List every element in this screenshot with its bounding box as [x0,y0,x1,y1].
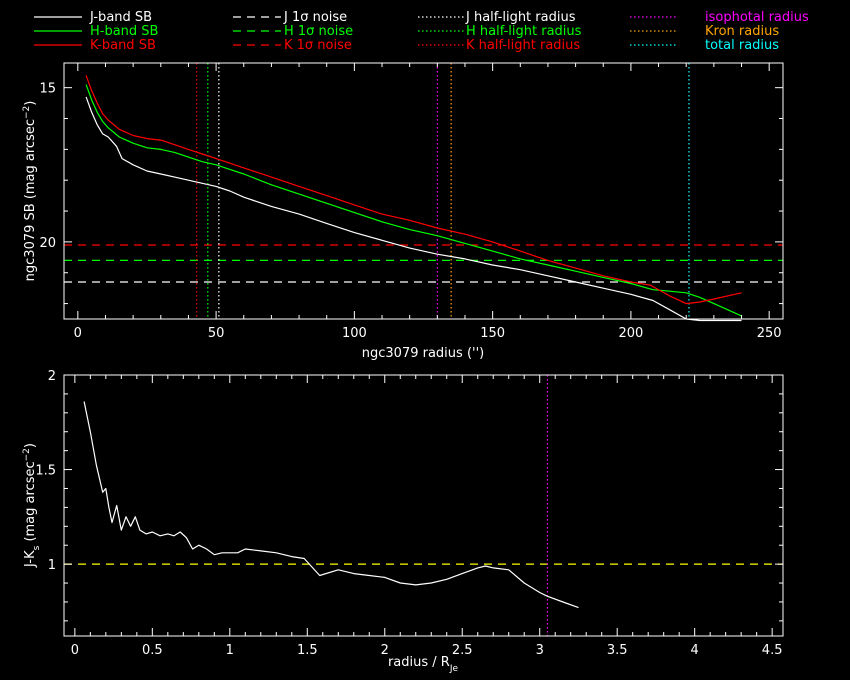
legend-label: J half-light radius [465,10,576,25]
series-lines [83,401,579,609]
x-tick-label: 100 [342,326,367,341]
series-line [85,75,742,305]
x-tick-label: 3 [536,643,544,658]
y-tick-label: 1 [48,558,56,573]
series-line [85,84,742,317]
x-tick-label: 3.5 [607,643,628,658]
plot-frame [63,62,784,320]
legend-label: K 1σ noise [284,38,352,53]
legend-label: H-band SB [90,24,158,39]
axis-ticks: 0 0.5 1 1.5 2 2.5 3 3.5 4 4.5 1 1.5 2 [35,369,783,658]
reference-lines [64,375,783,636]
legend-label: isophotal radius [705,10,809,25]
y-tick-label: 20 [39,236,56,251]
y-tick-label: 2 [48,369,56,384]
legend-label: K-band SB [90,38,156,53]
x-tick-label: 250 [757,326,782,341]
x-axis-label: radius / RJe [388,655,459,674]
x-tick-label: 1.5 [297,643,318,658]
axis-ticks: 0 50 100 150 200 250 15 20 [39,63,783,341]
x-tick-label: 1 [226,643,234,658]
color-profile-panel: 0 0.5 1 1.5 2 2.5 3 3.5 4 4.5 1 1.5 2 radius / RJe J… [22,369,784,674]
legend-label: J-band SB [89,10,152,25]
legend-label: K half-light radius [466,38,580,53]
x-axis-label: ngc3079 radius ('') [362,346,484,361]
series-line [85,96,742,322]
series-lines [85,75,742,322]
legend-label: total radius [705,38,779,53]
y-tick-label: 1.5 [35,464,56,479]
legend-label: J 1σ noise [283,10,347,25]
plot-frame [63,374,784,637]
x-tick-label: 4 [691,643,699,658]
legend-label: H 1σ noise [284,24,353,39]
x-tick-label: 150 [480,326,505,341]
x-tick-label: 200 [618,326,643,341]
x-tick-label: 2.5 [452,643,473,658]
legend-label: Kron radius [705,24,779,39]
x-tick-label: 2 [381,643,389,658]
x-tick-label: 0 [71,643,79,658]
x-tick-label: 50 [208,326,225,341]
y-tick-label: 15 [39,82,56,97]
y-axis-label: ngc3079 SB (mag arcsec−2) [22,101,38,282]
y-axis-label: J-Ks (mag arcsec−2) [22,443,42,568]
x-tick-label: 0.5 [142,643,163,658]
x-tick-label: 4.5 [762,643,783,658]
legend-label: H half-light radius [466,24,582,39]
x-tick-label: 0 [74,326,82,341]
reference-lines [64,63,783,319]
series-line [83,401,579,609]
